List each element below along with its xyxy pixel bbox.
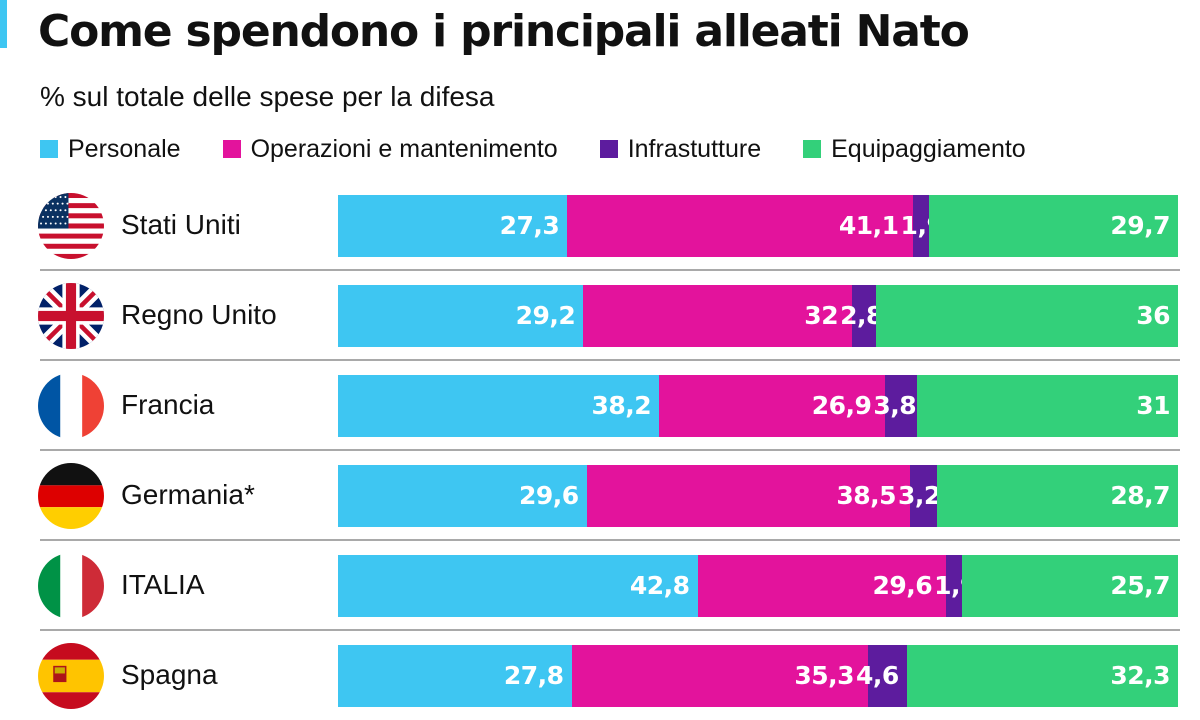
chart-row: ITALIA 42,8 29,6 1,9 25,7 xyxy=(0,540,1200,631)
legend-swatch xyxy=(599,140,618,158)
country-label: Francia xyxy=(121,389,215,420)
data-label: 3,8 xyxy=(873,391,917,420)
chart-row: Francia 38,2 26,9 3,8 31 xyxy=(0,360,1200,451)
data-label: 42,8 xyxy=(629,571,690,600)
bar-segment xyxy=(936,465,1179,527)
bar-segment xyxy=(659,375,886,437)
legend-label: Personale xyxy=(68,135,181,163)
row-divider xyxy=(40,629,1180,631)
country-label: Stati Uniti xyxy=(121,209,241,240)
row-divider xyxy=(40,269,1180,271)
legend: Personale Operazioni e mantenimento Infras… xyxy=(40,134,1026,164)
bar-segment xyxy=(852,285,877,347)
data-label: 36 xyxy=(1136,301,1170,330)
stacked-bar: 27,8 35,3 4,6 32,3 xyxy=(338,645,1179,707)
chart-row: Spagna 27,8 35,3 4,6 32,3 xyxy=(0,630,1200,720)
row-divider xyxy=(40,539,1180,541)
usa-flag-icon xyxy=(38,193,104,259)
legend-item: Equipaggiamento xyxy=(803,134,1026,164)
bar-segment xyxy=(338,555,699,617)
data-label: 31 xyxy=(1136,391,1170,420)
title-accent-bar xyxy=(0,0,7,48)
legend-swatch xyxy=(222,140,241,158)
bar-segment xyxy=(885,375,918,437)
row-divider xyxy=(40,449,1180,451)
stacked-bar: 42,8 29,6 1,9 25,7 xyxy=(338,555,1179,617)
country-label: Regno Unito xyxy=(121,299,277,330)
bar-segment xyxy=(583,285,853,347)
germany-flag-icon xyxy=(38,463,104,529)
data-label: 27,3 xyxy=(499,211,560,240)
data-label: 32 xyxy=(804,301,839,330)
bar-segment xyxy=(928,195,1179,257)
legend-label: Equipaggiamento xyxy=(831,135,1026,163)
legend-item: Infrastutture xyxy=(599,134,762,164)
chart-row: Stati Uniti 27,3 41,1 1,9 29,7 xyxy=(0,180,1200,271)
legend-item: Operazioni e mantenimento xyxy=(222,134,558,164)
data-label: 35,3 xyxy=(794,661,855,690)
bar-segment xyxy=(875,285,1179,347)
italy-flag-icon xyxy=(38,553,104,619)
data-label: 4,6 xyxy=(856,661,899,690)
data-label: 38,5 xyxy=(836,481,897,510)
legend-item: Personale xyxy=(40,134,181,164)
bar-segment xyxy=(338,195,568,257)
data-label: 3,2 xyxy=(898,481,941,510)
bar-segment xyxy=(697,555,947,617)
bar-segment xyxy=(338,375,660,437)
stacked-bar: 27,3 41,1 1,9 29,7 xyxy=(338,195,1179,257)
data-label: 28,7 xyxy=(1110,481,1170,510)
country-label: Germania* xyxy=(121,479,255,510)
uk-flag-icon xyxy=(38,283,104,349)
row-divider xyxy=(40,359,1180,361)
bar-segment xyxy=(912,195,929,257)
data-label: 29,6 xyxy=(872,571,933,600)
chart-subtitle: % sul totale delle spese per la difesa xyxy=(40,81,495,112)
data-label: 38,2 xyxy=(591,391,652,420)
stacked-bar: 29,6 38,5 3,2 28,7 xyxy=(338,465,1179,527)
bar-segment xyxy=(946,555,963,617)
spain-flag-icon xyxy=(38,643,104,709)
stacked-bar: 29,2 32 2,8 36 xyxy=(338,285,1179,347)
country-label: ITALIA xyxy=(121,569,205,600)
bar-segment xyxy=(338,285,584,347)
bar-segment xyxy=(586,465,911,527)
legend-label: Operazioni e mantenimento xyxy=(250,135,558,163)
chart-title: Come spendono i principali alleati Nato xyxy=(38,6,970,57)
legend-swatch xyxy=(803,140,822,158)
france-flag-icon xyxy=(38,373,104,439)
bar-segment xyxy=(962,555,1179,617)
data-label: 26,9 xyxy=(811,391,872,420)
stacked-bar: 38,2 26,9 3,8 31 xyxy=(338,375,1179,437)
data-label: 32,3 xyxy=(1110,661,1170,690)
data-label: 29,2 xyxy=(515,301,576,330)
country-label: Spagna xyxy=(121,659,218,690)
chart-row: Germania* 29,6 38,5 3,2 28,7 xyxy=(0,450,1200,541)
bar-segment xyxy=(338,465,588,527)
bar-segment xyxy=(910,465,938,527)
data-label: 27,8 xyxy=(503,661,564,690)
legend-swatch xyxy=(40,140,58,158)
bar-segment xyxy=(917,375,1179,437)
bar-segment xyxy=(567,195,914,257)
data-label: 25,7 xyxy=(1110,571,1170,600)
data-label: 29,7 xyxy=(1110,211,1170,240)
legend-label: Infrastutture xyxy=(627,135,762,163)
data-label: 41,1 xyxy=(838,211,899,240)
chart-row: Regno Unito 29,2 32 2,8 36 xyxy=(0,270,1200,361)
data-label: 29,6 xyxy=(518,481,579,510)
